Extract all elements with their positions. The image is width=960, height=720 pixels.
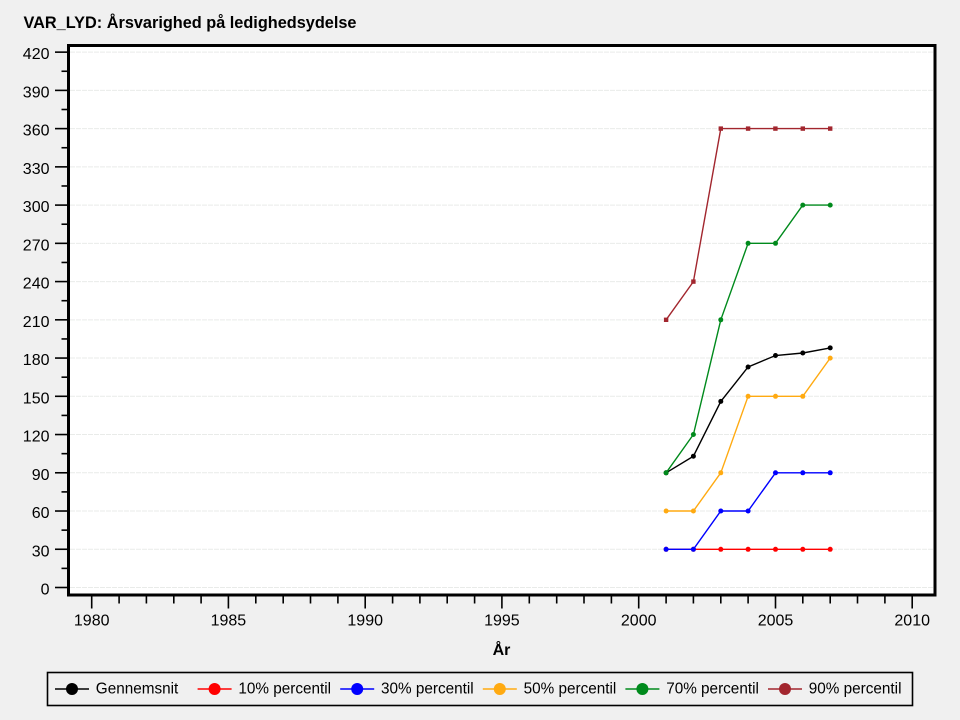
svg-text:360: 360 (23, 123, 50, 140)
svg-text:2005: 2005 (758, 613, 794, 630)
svg-text:420: 420 (23, 46, 50, 63)
svg-text:180: 180 (23, 352, 50, 369)
svg-text:30% percentil: 30% percentil (381, 681, 474, 698)
svg-text:90: 90 (32, 467, 50, 484)
svg-text:1980: 1980 (74, 613, 110, 630)
svg-text:1985: 1985 (211, 613, 247, 630)
svg-text:240: 240 (23, 276, 50, 293)
svg-text:30: 30 (32, 543, 50, 560)
svg-text:Gennemsnit: Gennemsnit (96, 681, 179, 698)
svg-text:270: 270 (23, 237, 50, 254)
svg-text:VAR_LYD: Årsvarighed på ledigh: VAR_LYD: Årsvarighed på ledighedsydelse (24, 13, 357, 32)
svg-text:2010: 2010 (894, 613, 930, 630)
svg-text:År: År (493, 640, 511, 659)
svg-text:330: 330 (23, 161, 50, 178)
svg-text:10% percentil: 10% percentil (238, 681, 331, 698)
svg-text:1990: 1990 (347, 613, 383, 630)
svg-text:70% percentil: 70% percentil (666, 681, 759, 698)
svg-text:120: 120 (23, 429, 50, 446)
svg-text:210: 210 (23, 314, 50, 331)
svg-text:390: 390 (23, 84, 50, 101)
svg-text:1995: 1995 (484, 613, 520, 630)
svg-text:60: 60 (32, 505, 50, 522)
svg-text:50% percentil: 50% percentil (524, 681, 617, 698)
svg-text:2000: 2000 (621, 613, 657, 630)
svg-text:300: 300 (23, 199, 50, 216)
svg-text:150: 150 (23, 390, 50, 407)
svg-text:90% percentil: 90% percentil (809, 681, 902, 698)
svg-text:0: 0 (41, 582, 50, 599)
